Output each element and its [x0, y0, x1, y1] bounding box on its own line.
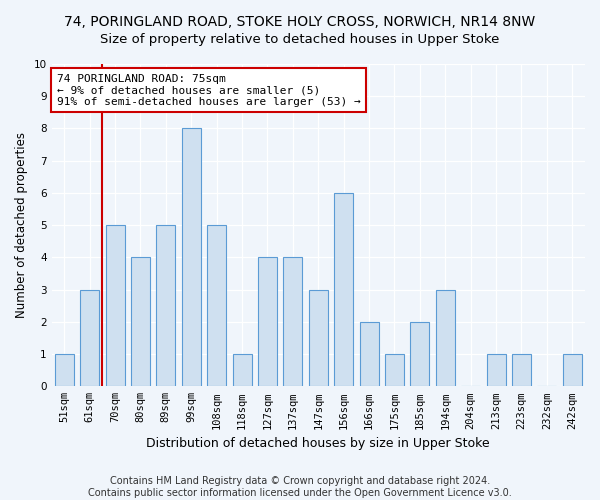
Bar [309, 290, 328, 386]
Bar [157, 225, 175, 386]
Bar [512, 354, 531, 386]
Bar [385, 354, 404, 386]
Bar [436, 290, 455, 386]
Bar [410, 322, 430, 386]
Text: Size of property relative to detached houses in Upper Stoke: Size of property relative to detached ho… [100, 32, 500, 46]
Bar [283, 258, 302, 386]
Bar [359, 322, 379, 386]
Text: 74 PORINGLAND ROAD: 75sqm
← 9% of detached houses are smaller (5)
91% of semi-de: 74 PORINGLAND ROAD: 75sqm ← 9% of detach… [57, 74, 361, 107]
Bar [258, 258, 277, 386]
Bar [55, 354, 74, 386]
Bar [207, 225, 226, 386]
Bar [487, 354, 506, 386]
X-axis label: Distribution of detached houses by size in Upper Stoke: Distribution of detached houses by size … [146, 437, 490, 450]
Text: Contains HM Land Registry data © Crown copyright and database right 2024.
Contai: Contains HM Land Registry data © Crown c… [88, 476, 512, 498]
Bar [233, 354, 251, 386]
Bar [80, 290, 99, 386]
Y-axis label: Number of detached properties: Number of detached properties [15, 132, 28, 318]
Bar [131, 258, 150, 386]
Bar [334, 193, 353, 386]
Text: 74, PORINGLAND ROAD, STOKE HOLY CROSS, NORWICH, NR14 8NW: 74, PORINGLAND ROAD, STOKE HOLY CROSS, N… [64, 15, 536, 29]
Bar [563, 354, 582, 386]
Bar [182, 128, 201, 386]
Bar [106, 225, 125, 386]
